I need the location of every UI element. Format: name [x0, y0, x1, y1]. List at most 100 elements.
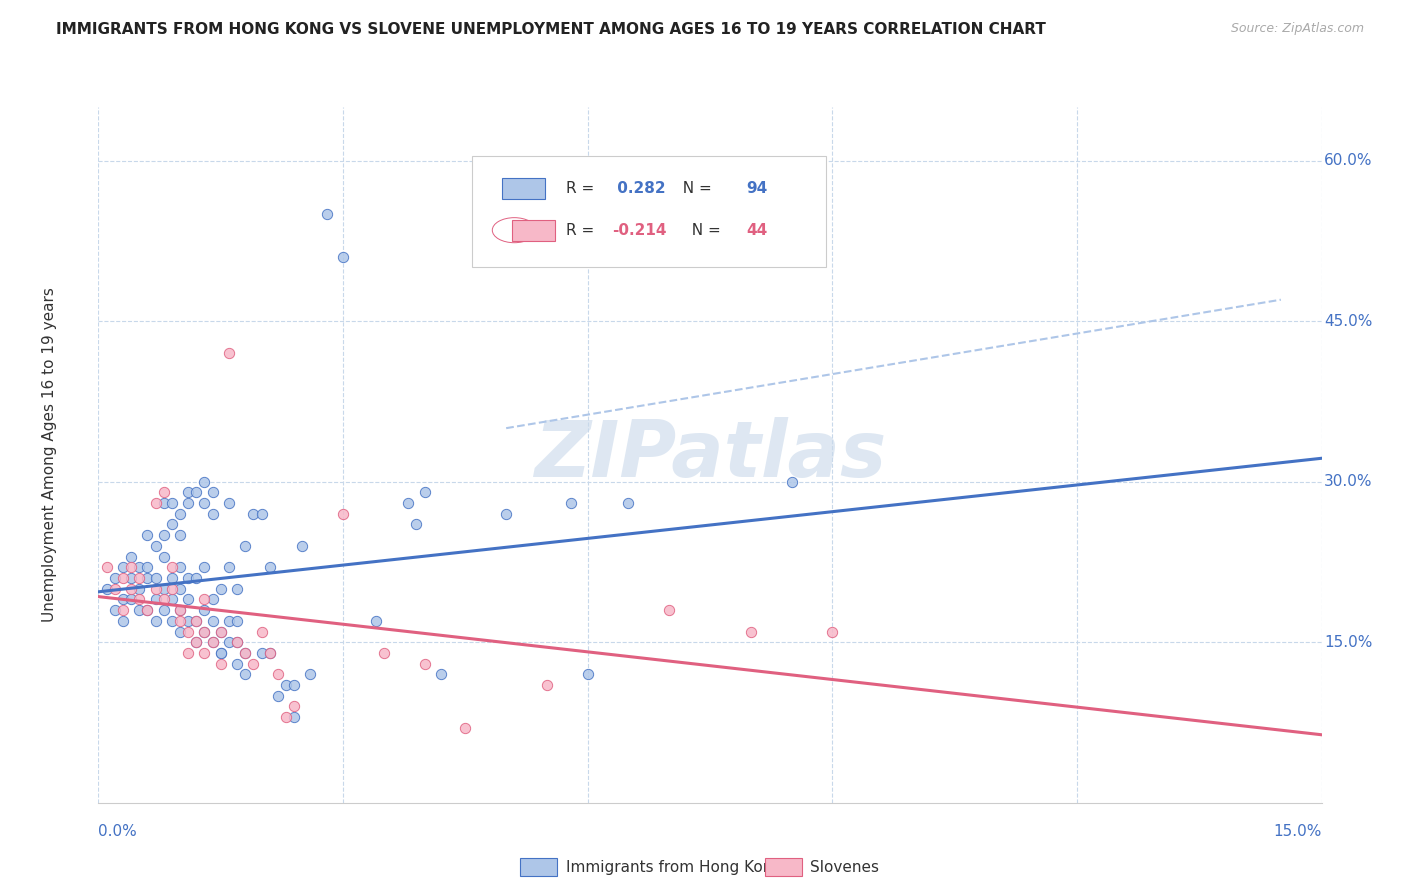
- Point: [495, 507, 517, 521]
- Point: [145, 571, 167, 585]
- Point: [364, 614, 387, 628]
- Text: 94: 94: [747, 181, 768, 196]
- Point: [396, 496, 419, 510]
- FancyBboxPatch shape: [502, 178, 546, 199]
- Point: [177, 496, 200, 510]
- Point: [193, 624, 215, 639]
- Text: R =: R =: [565, 223, 599, 237]
- Point: [267, 689, 290, 703]
- Text: ZIPatlas: ZIPatlas: [534, 417, 886, 493]
- Point: [193, 560, 215, 574]
- Point: [111, 614, 134, 628]
- Point: [128, 603, 150, 617]
- Point: [169, 560, 191, 574]
- Text: Immigrants from Hong Kong: Immigrants from Hong Kong: [565, 860, 782, 875]
- Point: [169, 624, 191, 639]
- Point: [218, 635, 240, 649]
- Point: [233, 646, 256, 660]
- Point: [136, 571, 159, 585]
- Point: [177, 485, 200, 500]
- Point: [160, 571, 183, 585]
- Point: [160, 592, 183, 607]
- Point: [120, 592, 142, 607]
- Point: [169, 603, 191, 617]
- Point: [160, 582, 183, 596]
- Point: [201, 635, 224, 649]
- Point: [152, 549, 174, 564]
- Point: [283, 710, 305, 724]
- Point: [152, 485, 174, 500]
- Point: [193, 592, 215, 607]
- FancyBboxPatch shape: [512, 219, 555, 241]
- Point: [201, 485, 224, 500]
- Point: [209, 582, 232, 596]
- Point: [160, 614, 183, 628]
- Point: [186, 614, 208, 628]
- Point: [152, 582, 174, 596]
- Point: [413, 485, 436, 500]
- Point: [177, 646, 200, 660]
- Point: [152, 603, 174, 617]
- Text: 15.0%: 15.0%: [1324, 635, 1372, 649]
- Point: [218, 496, 240, 510]
- Point: [120, 571, 142, 585]
- Point: [201, 635, 224, 649]
- Point: [136, 560, 159, 574]
- Point: [186, 635, 208, 649]
- Point: [250, 646, 273, 660]
- Text: Unemployment Among Ages 16 to 19 years: Unemployment Among Ages 16 to 19 years: [42, 287, 58, 623]
- Point: [373, 646, 395, 660]
- Point: [332, 507, 354, 521]
- Point: [617, 496, 640, 510]
- Point: [169, 582, 191, 596]
- Point: [169, 528, 191, 542]
- Point: [209, 646, 232, 660]
- Point: [536, 678, 558, 692]
- Point: [169, 603, 191, 617]
- Point: [291, 539, 314, 553]
- Text: 0.282: 0.282: [612, 181, 666, 196]
- Point: [169, 614, 191, 628]
- Point: [259, 560, 281, 574]
- Point: [218, 346, 240, 360]
- Text: Slovenes: Slovenes: [810, 860, 879, 875]
- Point: [111, 560, 134, 574]
- Point: [160, 496, 183, 510]
- Point: [160, 517, 183, 532]
- Point: [145, 614, 167, 628]
- Point: [454, 721, 477, 735]
- Point: [226, 582, 249, 596]
- Point: [209, 624, 232, 639]
- Text: -0.214: -0.214: [612, 223, 666, 237]
- Point: [169, 507, 191, 521]
- Point: [332, 250, 354, 264]
- Point: [186, 635, 208, 649]
- Point: [233, 539, 256, 553]
- Point: [283, 678, 305, 692]
- Point: [111, 592, 134, 607]
- Point: [136, 603, 159, 617]
- Point: [259, 646, 281, 660]
- Point: [136, 528, 159, 542]
- Point: [128, 582, 150, 596]
- Point: [226, 614, 249, 628]
- Point: [193, 646, 215, 660]
- Point: [120, 549, 142, 564]
- Point: [193, 624, 215, 639]
- Point: [177, 571, 200, 585]
- Point: [152, 496, 174, 510]
- Point: [104, 571, 127, 585]
- Point: [267, 667, 290, 681]
- Point: [177, 614, 200, 628]
- Point: [233, 646, 256, 660]
- Point: [821, 624, 844, 639]
- Point: [201, 592, 224, 607]
- Point: [250, 507, 273, 521]
- Point: [111, 571, 134, 585]
- Point: [315, 207, 337, 221]
- Text: 44: 44: [747, 223, 768, 237]
- Point: [177, 592, 200, 607]
- Point: [209, 657, 232, 671]
- Point: [274, 710, 297, 724]
- Point: [658, 603, 681, 617]
